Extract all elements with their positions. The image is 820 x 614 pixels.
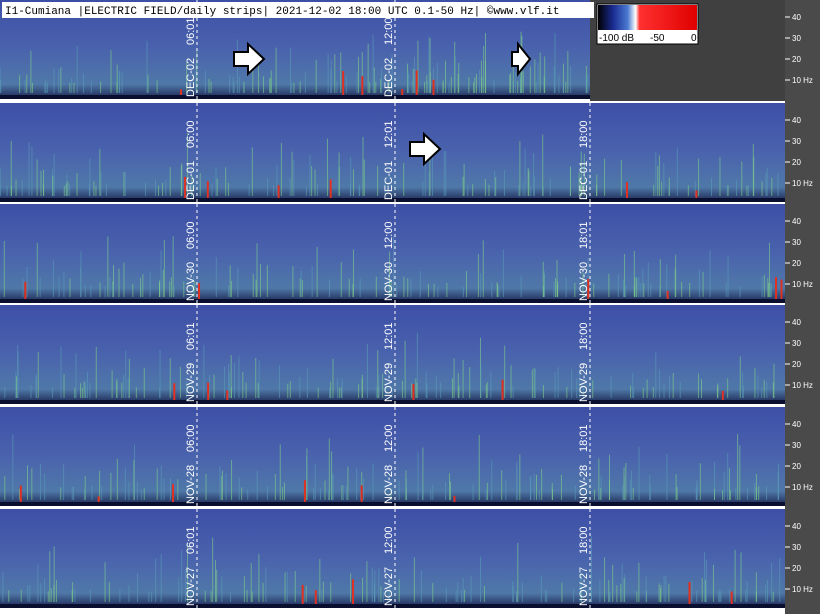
strip-floor xyxy=(0,400,785,404)
time-label: 12:00 xyxy=(383,221,395,249)
time-label: 12:01 xyxy=(383,120,395,148)
date-label: NOV-27 xyxy=(383,567,395,606)
strip-background xyxy=(0,509,785,608)
frequency-tick: 10 Hz xyxy=(792,483,813,492)
time-label: 18:00 xyxy=(578,120,590,148)
frequency-tick: 30 xyxy=(792,441,801,450)
frequency-tick: 10 Hz xyxy=(792,76,813,85)
frequency-tick: 20 xyxy=(792,462,801,471)
colorbar xyxy=(598,5,697,30)
time-label: 12:00 xyxy=(383,424,395,452)
time-label: 06:01 xyxy=(185,526,197,554)
date-label: NOV-29 xyxy=(578,363,590,402)
frequency-tick: 10 Hz xyxy=(792,381,813,390)
frequency-tick: 40 xyxy=(792,318,801,327)
date-label: NOV-30 xyxy=(383,262,395,301)
time-label: 06:01 xyxy=(185,17,197,45)
time-label: 12:00 xyxy=(383,526,395,554)
frequency-tick: 30 xyxy=(792,543,801,552)
time-label: 06:00 xyxy=(185,120,197,148)
date-label: DEC-02 xyxy=(185,58,197,97)
frequency-tick: 30 xyxy=(792,339,801,348)
strip-floor xyxy=(0,502,785,506)
date-label: NOV-28 xyxy=(578,465,590,504)
date-label: NOV-27 xyxy=(185,567,197,606)
time-label: 06:00 xyxy=(185,424,197,452)
time-label: 06:01 xyxy=(185,322,197,350)
date-label: NOV-28 xyxy=(185,465,197,504)
date-label: NOV-30 xyxy=(578,262,590,301)
colorbar-label: -50 xyxy=(650,33,665,44)
title: I1-Cumiana |ELECTRIC FIELD/daily strips|… xyxy=(5,6,560,18)
colorbar-label: -100 dB xyxy=(599,33,634,44)
arrow xyxy=(233,41,266,77)
time-label: 12:00 xyxy=(383,17,395,45)
frequency-tick: 40 xyxy=(792,13,801,22)
strip-background xyxy=(0,204,785,303)
frequency-tick: 10 Hz xyxy=(792,179,813,188)
time-label: 18:01 xyxy=(578,424,590,452)
strip-floor xyxy=(0,198,785,202)
frequency-tick: 30 xyxy=(792,34,801,43)
arrows xyxy=(233,41,532,167)
frequency-tick: 20 xyxy=(792,360,801,369)
frequency-tick: 30 xyxy=(792,137,801,146)
date-label: DEC-01 xyxy=(383,161,395,200)
time-label: 06:00 xyxy=(185,221,197,249)
date-label: NOV-30 xyxy=(185,262,197,301)
strip-floor xyxy=(0,95,590,99)
frequency-tick: 20 xyxy=(792,259,801,268)
arrow xyxy=(409,131,442,167)
time-label: 18:00 xyxy=(578,526,590,554)
frequency-tick: 40 xyxy=(792,522,801,531)
title-bar xyxy=(2,2,594,18)
strip-floor xyxy=(0,299,785,303)
frequency-tick: 10 Hz xyxy=(792,280,813,289)
arrow xyxy=(511,41,532,77)
date-label: NOV-27 xyxy=(578,567,590,606)
frequency-tick: 20 xyxy=(792,564,801,573)
date-label: DEC-02 xyxy=(383,58,395,97)
time-label: 18:00 xyxy=(578,322,590,350)
strip-background xyxy=(0,407,785,506)
date-label: DEC-01 xyxy=(185,161,197,200)
frequency-tick: 40 xyxy=(792,116,801,125)
frequency-tick: 40 xyxy=(792,217,801,226)
date-label: NOV-29 xyxy=(185,363,197,402)
axis-column xyxy=(785,0,820,614)
date-label: NOV-28 xyxy=(383,465,395,504)
date-label: DEC-01 xyxy=(578,161,590,200)
date-label: NOV-29 xyxy=(383,363,395,402)
time-label: 18:01 xyxy=(578,221,590,249)
frequency-tick: 20 xyxy=(792,55,801,64)
strip-floor xyxy=(0,604,785,608)
frequency-tick: 20 xyxy=(792,158,801,167)
strip-background xyxy=(0,305,785,404)
frequency-tick: 30 xyxy=(792,238,801,247)
time-label: 12:01 xyxy=(383,322,395,350)
colorbar-label: 0 xyxy=(691,33,697,44)
frequency-tick: 40 xyxy=(792,420,801,429)
frequency-tick: 10 Hz xyxy=(792,585,813,594)
